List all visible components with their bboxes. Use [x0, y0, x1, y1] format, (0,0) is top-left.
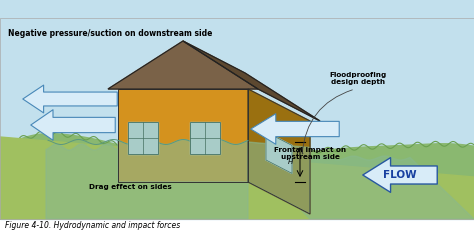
Polygon shape: [108, 41, 258, 89]
Polygon shape: [118, 140, 248, 182]
Polygon shape: [0, 137, 474, 219]
Polygon shape: [46, 140, 248, 219]
Bar: [118, 89, 248, 182]
Polygon shape: [248, 142, 310, 214]
Text: Negative pressure/suction on downstream side: Negative pressure/suction on downstream …: [8, 29, 212, 38]
Bar: [190, 122, 220, 154]
Text: Frontal impact on
upstream side: Frontal impact on upstream side: [274, 147, 346, 160]
Polygon shape: [183, 41, 320, 121]
Text: Floodproofing
design depth: Floodproofing design depth: [329, 72, 387, 85]
Text: Figure 4-10. Hydrodynamic and impact forces: Figure 4-10. Hydrodynamic and impact for…: [5, 221, 180, 230]
Bar: [118, 89, 248, 182]
Text: FLOW: FLOW: [383, 170, 417, 180]
Text: H: H: [288, 159, 293, 165]
Bar: [128, 122, 158, 154]
Bar: [128, 122, 158, 154]
Bar: [190, 122, 220, 154]
Polygon shape: [248, 89, 310, 214]
Polygon shape: [250, 156, 474, 219]
Polygon shape: [266, 132, 292, 173]
Polygon shape: [0, 134, 474, 219]
Bar: [0, 18, 474, 219]
Text: Drag effect on sides: Drag effect on sides: [89, 184, 172, 190]
